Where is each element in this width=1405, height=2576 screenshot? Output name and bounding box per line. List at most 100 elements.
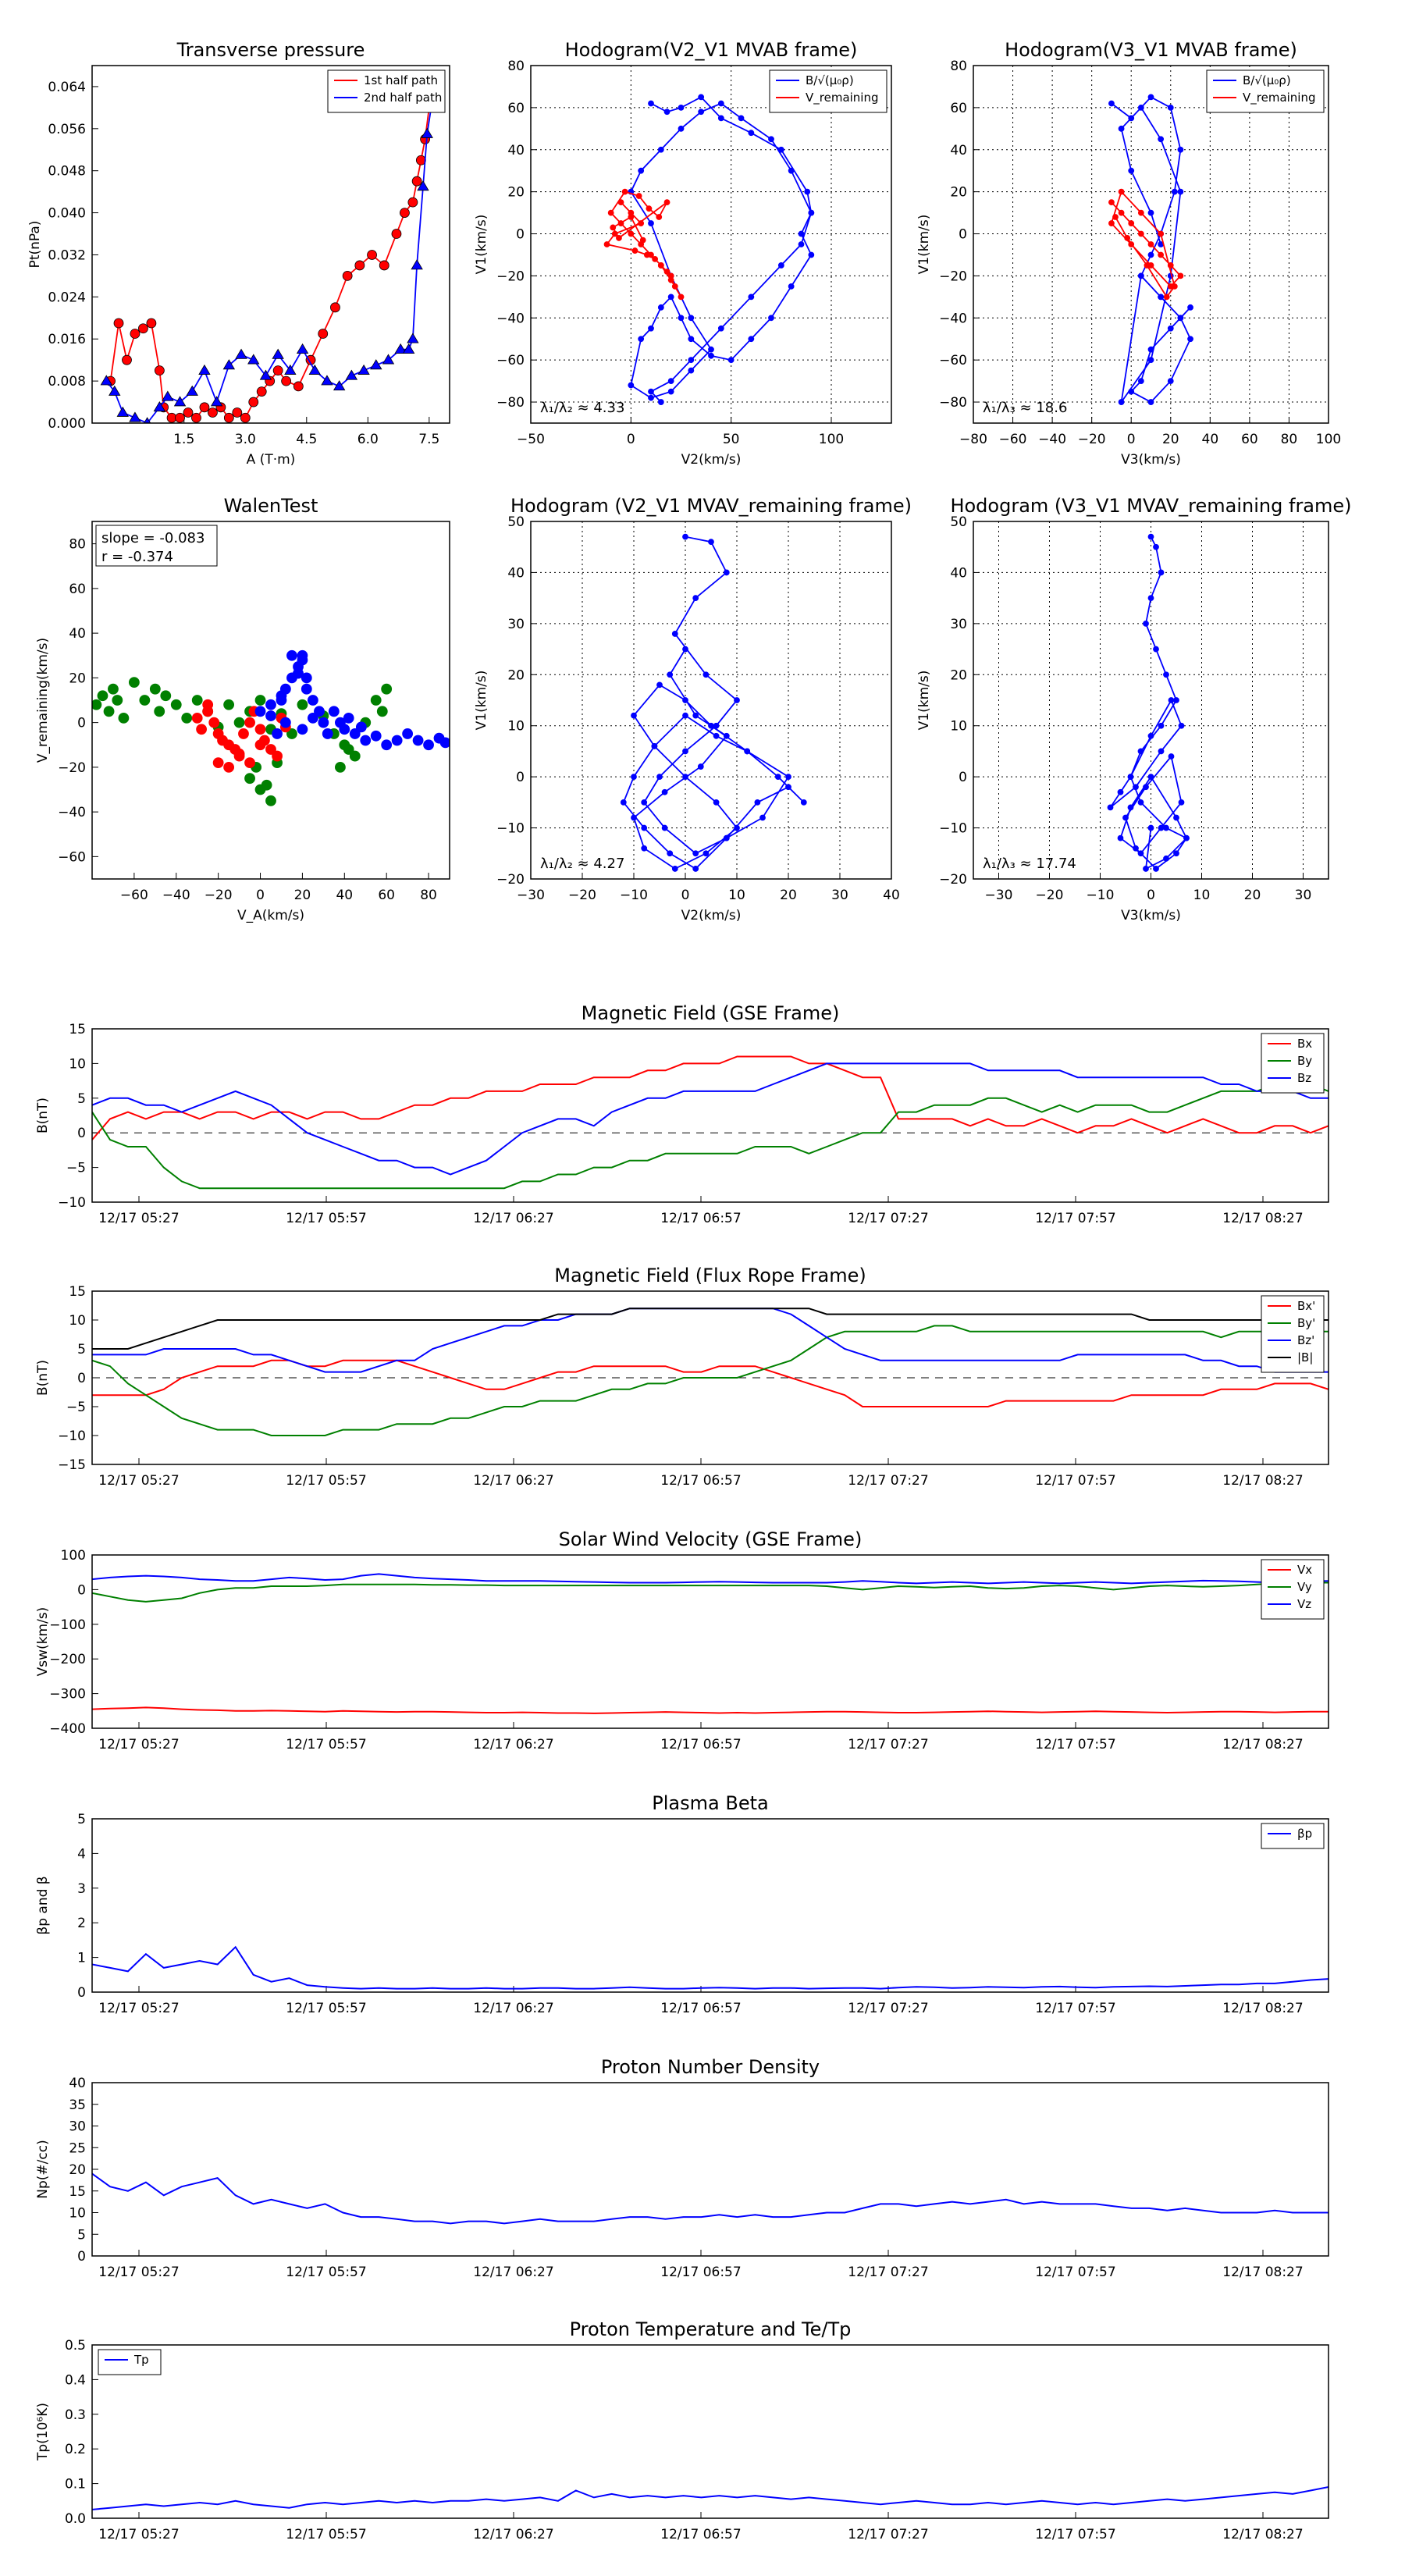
data-point (1158, 824, 1165, 831)
data-point (153, 401, 166, 412)
data-point (394, 343, 407, 354)
data-point (692, 595, 699, 602)
y-tick-label: −20 (939, 872, 967, 888)
y-axis-label: Vsw(km/s) (35, 1607, 51, 1677)
data-point (1147, 595, 1154, 602)
data-point (1147, 824, 1154, 831)
data-point (370, 695, 382, 706)
legend-label: Vx (1297, 1563, 1312, 1577)
y-tick-label: 0 (77, 1371, 86, 1386)
chart-title: Hodogram(V3_V1 MVAB frame) (1005, 39, 1297, 61)
x-tick-label: 100 (1316, 432, 1341, 447)
y-tick-label: 20 (69, 2162, 86, 2178)
y-tick-label: 1 (77, 1951, 86, 1966)
data-point (785, 784, 791, 791)
y-tick-label: 60 (507, 101, 525, 116)
y-tick-label: −10 (939, 821, 967, 837)
data-point (648, 100, 654, 107)
y-tick-label: 40 (69, 626, 86, 642)
data-point (667, 671, 674, 678)
data-point (116, 406, 129, 417)
axes-frame (91, 2344, 1329, 2519)
y-tick-label: 80 (507, 59, 525, 74)
data-point (697, 763, 704, 770)
x-tick-label: −20 (1078, 432, 1106, 447)
data-point (212, 757, 224, 769)
y-tick-label: −40 (496, 311, 525, 326)
x-tick-label: −20 (568, 888, 596, 903)
data-point (723, 569, 730, 576)
series-group (1108, 94, 1193, 405)
data-point (678, 315, 685, 322)
data-point (284, 364, 297, 375)
data-point (663, 269, 670, 275)
y-axis-label: Pt(nPa) (27, 221, 43, 269)
x-tick-label: 12/17 08:27 (1222, 1737, 1303, 1752)
data-point (628, 382, 635, 389)
data-point (1158, 569, 1165, 576)
data-point (1137, 850, 1144, 857)
data-point (254, 695, 266, 706)
data-point (349, 728, 361, 739)
data-point (688, 367, 695, 374)
hodogram-v3-v1-mvab-panel (973, 65, 1329, 424)
data-point (412, 735, 424, 746)
x-tick-label: 12/17 06:27 (473, 1211, 553, 1226)
y-tick-label: 20 (950, 667, 967, 683)
x-tick-label: 12/17 06:27 (473, 1737, 553, 1752)
series-line (92, 1582, 1329, 1603)
data-point (1128, 115, 1135, 122)
data-point (1153, 866, 1159, 872)
data-point (678, 125, 685, 132)
data-point (1137, 378, 1144, 385)
series-line (92, 1573, 1329, 1585)
y-tick-label: −20 (496, 269, 525, 284)
data-point (265, 699, 276, 710)
data-point (1137, 272, 1144, 279)
x-tick-label: 12/17 07:57 (1035, 2001, 1115, 2016)
data-point (321, 375, 333, 386)
y-tick-label: −60 (58, 849, 86, 865)
data-point (286, 649, 297, 661)
data-point (708, 346, 714, 353)
data-point (108, 385, 121, 396)
data-point (1147, 357, 1154, 364)
data-point (92, 699, 102, 710)
data-point (798, 230, 805, 237)
data-point (223, 699, 235, 710)
data-point (1158, 136, 1165, 143)
data-point (698, 94, 705, 101)
series-group (92, 1055, 1329, 1190)
data-point (1112, 214, 1119, 220)
data-point (648, 325, 654, 332)
legend-box (1261, 1033, 1325, 1094)
ratio-annotation: λ₁/λ₂ ≈ 4.33 (540, 400, 624, 416)
x-tick-label: 0 (256, 888, 265, 903)
data-point (301, 672, 312, 684)
data-point (1128, 167, 1135, 174)
axes-frame (973, 521, 1329, 880)
data-point (1147, 399, 1154, 405)
y-tick-label: −100 (49, 1617, 86, 1633)
y-axis-label: B(nT) (35, 1360, 51, 1396)
x-tick-label: 12/17 05:57 (286, 1473, 366, 1489)
x-tick-label: 30 (831, 888, 848, 903)
data-point (1147, 94, 1154, 101)
data-point (199, 402, 210, 413)
data-point (293, 667, 304, 679)
data-point (391, 735, 403, 746)
y-tick-label: 5 (77, 1342, 86, 1357)
x-tick-label: 12/17 05:57 (286, 1737, 366, 1752)
data-point (154, 706, 165, 717)
y-tick-label: 20 (950, 185, 967, 201)
data-point (656, 214, 663, 220)
data-point (804, 188, 811, 195)
hodogram-v2-v1-mvav-panel (530, 521, 892, 880)
chart-title: Hodogram (V2_V1 MVAV_remaining frame) (510, 495, 912, 517)
data-point (240, 412, 251, 423)
data-point (631, 247, 638, 254)
data-point (265, 795, 276, 806)
data-point (638, 336, 645, 343)
data-point (682, 697, 688, 703)
